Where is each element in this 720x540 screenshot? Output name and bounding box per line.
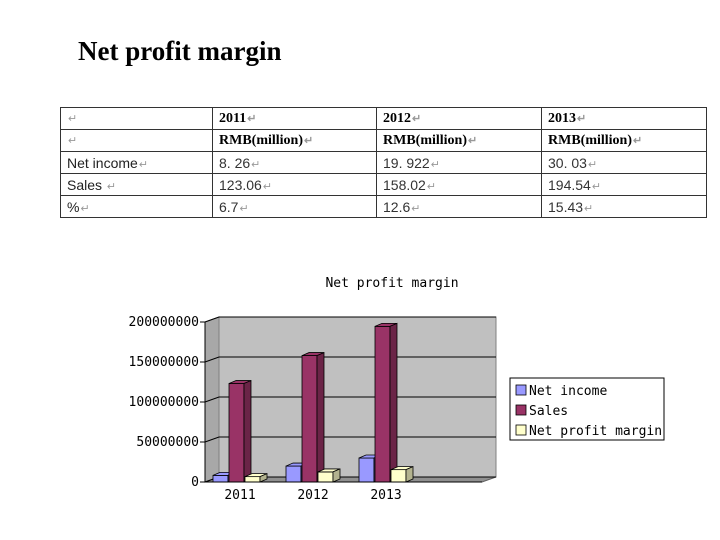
y-axis: 200000000 150000000 100000000 50000000 0 [129, 315, 206, 490]
gridline [204, 396, 496, 403]
legend-label: Net profit margin [529, 424, 662, 439]
bar [244, 473, 268, 483]
bar-front [244, 476, 261, 483]
legend-swatch [515, 384, 527, 396]
bar-side [405, 466, 414, 483]
data-table: ↵ 2011↵ 2012↵ 2013↵ ↵ RMB(million)↵ RMB(… [60, 107, 707, 218]
legend-swatch [515, 424, 527, 436]
bar [374, 322, 398, 483]
bar-side [316, 351, 325, 483]
bar [301, 351, 325, 483]
table-cell: 6.7↵ [212, 195, 377, 218]
y-tick-label: 0 [191, 475, 199, 490]
bar-front [301, 355, 318, 483]
legend-box [509, 377, 665, 441]
y-tick-label: 50000000 [136, 435, 199, 450]
x-tick-label: 2013 [370, 488, 401, 503]
table-row-label: Net income↵ [60, 151, 213, 174]
chart-legend: Net income Sales Net profit margin [509, 377, 665, 441]
x-axis: 2011 2012 2013 [205, 481, 482, 503]
table-header-cell: 2013↵ [541, 107, 707, 130]
table-unit-cell: RMB(million)↵ [212, 129, 377, 152]
x-tick-label: 2012 [297, 488, 328, 503]
bar-front [390, 469, 407, 483]
table-cell: 15.43↵ [541, 195, 707, 218]
table-row: %↵ 6.7↵ 12.6↵ 15.43↵ [60, 195, 707, 218]
bar-front [212, 474, 229, 483]
paragraph-mark: ↵ [68, 112, 78, 125]
legend-swatch [515, 404, 527, 416]
plot-area [204, 316, 497, 483]
table-row-header: ↵ 2011↵ 2012↵ 2013↵ [60, 107, 707, 130]
bar-front [228, 383, 245, 483]
bar-series [212, 322, 414, 483]
bar-front [374, 325, 391, 483]
legend-label: Net income [529, 384, 607, 399]
table-row: Sales ↵ 123.06↵ 158.02↵ 194.54↵ [60, 173, 707, 196]
y-tick-label: 100000000 [129, 395, 199, 410]
bar [228, 379, 252, 483]
y-tick-label: 150000000 [129, 355, 199, 370]
bar-side [332, 468, 341, 483]
bar [390, 466, 414, 483]
gridline [204, 356, 496, 363]
bar-side [259, 473, 268, 483]
bar [317, 468, 341, 483]
bar-front [285, 465, 302, 483]
bar-side [243, 379, 252, 483]
bar-front [317, 471, 334, 483]
table-row-label: %↵ [60, 195, 213, 218]
slide-title: Net profit margin [78, 36, 282, 66]
table-cell: 194.54↵ [541, 173, 707, 196]
bar-front [358, 457, 375, 483]
chart-title: Net profit margin [325, 276, 458, 291]
table-header-cell: 2011↵ [212, 107, 377, 130]
legend-label: Sales [529, 404, 568, 419]
gridline [204, 436, 496, 443]
x-tick-label: 2011 [224, 488, 255, 503]
y-tick-label: 200000000 [129, 315, 199, 330]
bar-side [389, 322, 398, 483]
gridline [204, 316, 496, 323]
table-unit-cell: RMB(million)↵ [541, 129, 707, 152]
table-cell: 12.6↵ [376, 195, 542, 218]
